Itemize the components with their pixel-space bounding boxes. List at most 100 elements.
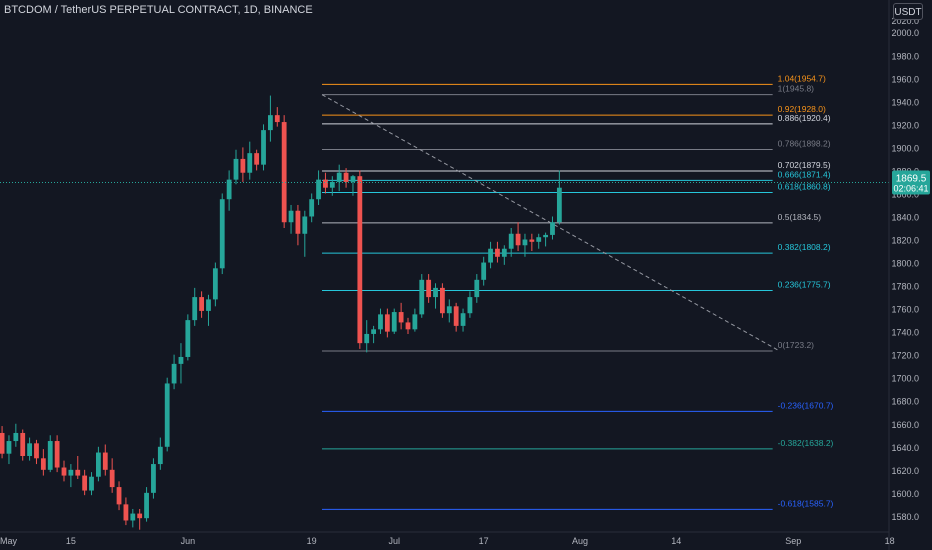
candle-body bbox=[501, 248, 507, 257]
candle-body bbox=[261, 130, 266, 165]
candle bbox=[164, 377, 170, 452]
price-tick-label: 1720.0 bbox=[891, 351, 919, 361]
candle-body bbox=[219, 199, 225, 269]
candle-body bbox=[446, 306, 452, 314]
candle-body bbox=[13, 432, 19, 442]
candle-body bbox=[185, 320, 191, 357]
candle-body bbox=[398, 312, 404, 323]
price-tick-label: 1580.0 bbox=[891, 512, 919, 522]
time-tick-label: 19 bbox=[307, 536, 317, 546]
candle bbox=[178, 343, 184, 384]
candle-body bbox=[440, 287, 445, 314]
candle bbox=[247, 141, 253, 180]
candle-body bbox=[178, 356, 184, 364]
candle bbox=[6, 435, 12, 465]
price-tick-label: 1920.0 bbox=[891, 120, 919, 130]
candle-body bbox=[82, 475, 88, 491]
candle-body bbox=[247, 153, 253, 173]
candle-body bbox=[309, 199, 315, 217]
candle-body bbox=[522, 239, 528, 246]
candle bbox=[495, 241, 500, 263]
time-tick-label: May bbox=[0, 536, 18, 546]
candle-body bbox=[206, 299, 211, 311]
candle bbox=[102, 444, 108, 476]
candle bbox=[522, 233, 528, 257]
candle bbox=[96, 446, 101, 482]
candle bbox=[467, 291, 473, 318]
candle bbox=[240, 147, 246, 182]
candle-body bbox=[323, 179, 328, 188]
candle bbox=[137, 508, 143, 530]
currency-button[interactable]: USDT bbox=[893, 3, 923, 20]
candle-body bbox=[61, 467, 67, 476]
fib-level-label: 0.382(1808.2) bbox=[778, 242, 831, 252]
candle bbox=[82, 469, 88, 496]
time-tick-label: 17 bbox=[479, 536, 489, 546]
candle-body bbox=[130, 513, 136, 521]
candle bbox=[529, 233, 535, 252]
price-tick-label: 1780.0 bbox=[891, 282, 919, 292]
candle bbox=[47, 435, 53, 473]
candle bbox=[144, 487, 149, 522]
candle bbox=[206, 294, 211, 326]
candle-body bbox=[164, 383, 170, 447]
candle bbox=[281, 115, 287, 228]
candle-body bbox=[102, 452, 108, 470]
fib-level-label: 0(1723.2) bbox=[778, 340, 815, 350]
candle bbox=[171, 354, 177, 390]
candle-body bbox=[378, 314, 383, 330]
candle-body bbox=[488, 248, 493, 263]
price-tick-label: 1900.0 bbox=[891, 143, 919, 153]
candle bbox=[288, 204, 294, 234]
fib-level-label: -0.382(1638.2) bbox=[778, 438, 834, 448]
candle-body bbox=[426, 279, 432, 298]
candle bbox=[130, 508, 136, 528]
candle bbox=[501, 245, 507, 265]
price-tick-label: 2020.0 bbox=[891, 16, 919, 26]
candle bbox=[536, 233, 542, 249]
symbol-title: BTCDOM / TetherUS PERPETUAL CONTRACT, 1D… bbox=[4, 4, 313, 16]
candle-body bbox=[47, 441, 53, 470]
candle bbox=[357, 170, 363, 349]
price-axis[interactable]: 1580.0 1600.0 1620.0 1640.0 1660.0 1680.0 1700… bbox=[888, 0, 919, 550]
candle-body bbox=[391, 312, 397, 332]
candle-body bbox=[412, 314, 418, 330]
candle-body bbox=[171, 363, 177, 384]
candle bbox=[268, 95, 273, 142]
price-tick-label: 1800.0 bbox=[891, 259, 919, 269]
candle-body bbox=[274, 115, 280, 123]
price-tick-label: 1620.0 bbox=[891, 466, 919, 476]
price-tick-label: 1640.0 bbox=[891, 443, 919, 453]
candle bbox=[550, 216, 555, 240]
candle-body bbox=[268, 115, 273, 131]
candle-body bbox=[529, 239, 535, 242]
candle bbox=[34, 439, 39, 465]
fibonacci-retracement[interactable]: 1.04(1954.7)1(1945.8) 0.92(1928.0)0.886(1… bbox=[322, 73, 834, 510]
time-axis[interactable]: May15Jun19Jul17Aug14Sep18Oct16Nov13 bbox=[0, 531, 932, 546]
candle bbox=[508, 228, 514, 257]
candle-body bbox=[151, 464, 156, 493]
candle bbox=[226, 170, 232, 211]
candle-body bbox=[137, 513, 143, 519]
fib-level-label: 0.5(1834.5) bbox=[778, 212, 822, 222]
candle-body bbox=[20, 432, 26, 456]
candle bbox=[295, 204, 301, 246]
fib-level-label: 0.236(1775.7) bbox=[778, 280, 831, 290]
price-tick-label: 1660.0 bbox=[891, 420, 919, 430]
candle-body bbox=[329, 181, 335, 188]
candle-body bbox=[40, 458, 46, 470]
candle bbox=[384, 308, 390, 338]
candle-body bbox=[281, 122, 287, 223]
candle bbox=[274, 107, 280, 127]
candle bbox=[261, 124, 266, 171]
candle bbox=[212, 262, 218, 307]
candle bbox=[371, 325, 376, 344]
candle bbox=[157, 437, 163, 470]
bar-countdown: 02:06:41 bbox=[893, 184, 928, 194]
candle bbox=[89, 472, 94, 496]
candle-body bbox=[192, 297, 198, 321]
candle-body bbox=[460, 313, 466, 326]
candle-body bbox=[89, 476, 94, 491]
